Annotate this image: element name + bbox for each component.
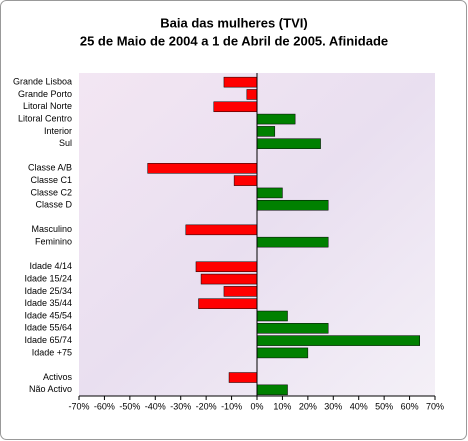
bar [185,224,258,236]
bar [256,347,309,359]
x-tick-label: -60% [94,401,115,411]
bar [256,310,288,322]
bar [246,89,258,100]
y-tick-label: Idade +75 [32,347,72,357]
y-tick-label: Classe D [35,200,72,210]
x-tick-label: -30% [170,401,191,411]
x-tick-label: 60% [401,401,419,411]
y-tick-label: Não Activo [29,384,72,394]
y-tick-label: Classe A/B [28,163,72,173]
x-tick-label: 20% [299,401,317,411]
y-tick-label: Activos [43,372,73,382]
y-tick-label: Idade 35/44 [24,298,72,308]
bar [256,323,329,334]
y-tick-label: Grande Porto [18,89,72,99]
bar [200,273,258,285]
bar [223,286,258,297]
x-tick-label: 40% [350,401,368,411]
y-tick-label: Idade 45/54 [24,310,72,320]
bar [256,138,321,149]
chart-title: Baia das mulheres (TVI) [160,15,307,30]
x-tick-label: -40% [145,401,166,411]
bar [147,163,258,174]
bar [223,76,258,88]
y-tick-label: Masculino [31,224,72,234]
x-tick-label: 50% [375,401,393,411]
x-tick-label: 70% [426,401,444,411]
x-tick-label: 10% [273,401,291,411]
y-tick-label: Classe C1 [30,175,72,185]
y-tick-label: Sul [59,138,72,148]
bar [198,298,258,309]
bar [233,175,258,186]
y-tick-label: Grande Lisboa [13,77,72,87]
bar [256,126,276,137]
y-tick-label: Idade 65/74 [24,335,72,345]
y-tick-label: Idade 25/34 [24,286,72,296]
bar [213,101,258,113]
bar [256,199,329,211]
bar [256,187,283,199]
x-tick-label: -70% [68,401,89,411]
chart-subtitle: 25 de Maio de 2004 a 1 de Abril de 2005.… [80,33,388,48]
y-tick-label: Litoral Norte [23,101,72,111]
x-tick-label: 0% [250,401,263,411]
y-tick-label: Idade 15/24 [24,273,72,283]
y-tick-label: Classe C2 [30,187,72,197]
x-tick-label: -50% [119,401,140,411]
x-tick-label: -20% [196,401,217,411]
bar [228,372,258,383]
y-tick-label: Idade 55/64 [24,323,72,333]
x-tick-label: 30% [324,401,342,411]
bar [256,384,288,396]
y-tick-label: Feminino [35,237,72,247]
y-tick-label: Litoral Centro [18,113,72,123]
bar [256,335,420,346]
bar [256,113,296,125]
bar [256,236,329,248]
y-tick-label: Interior [44,126,72,136]
x-tick-label: -10% [221,401,242,411]
y-tick-label: Idade 4/14 [29,261,72,271]
bar [195,261,258,273]
